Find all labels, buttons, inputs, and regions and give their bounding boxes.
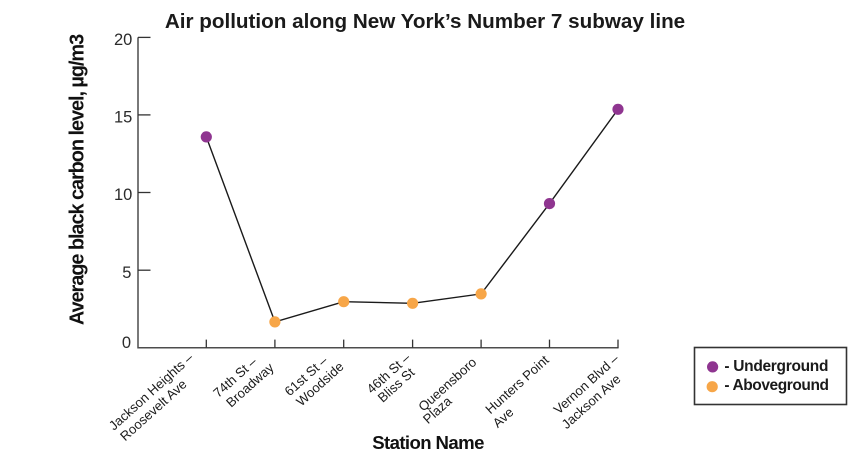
svg-text:Average black carbon level, µg: Average black carbon level, µg/m3	[66, 34, 88, 325]
svg-text:20: 20	[114, 31, 132, 49]
svg-text:Station Name: Station Name	[372, 432, 484, 453]
svg-text:- Aboveground: - Aboveground	[724, 377, 828, 394]
svg-text:15: 15	[114, 108, 132, 126]
svg-text:Air pollution along New York’s: Air pollution along New York’s Number 7 …	[165, 10, 685, 33]
svg-text:5: 5	[122, 264, 131, 282]
svg-text:- Underground: - Underground	[724, 358, 828, 375]
svg-text:10: 10	[114, 186, 132, 204]
svg-text:0: 0	[122, 334, 131, 352]
